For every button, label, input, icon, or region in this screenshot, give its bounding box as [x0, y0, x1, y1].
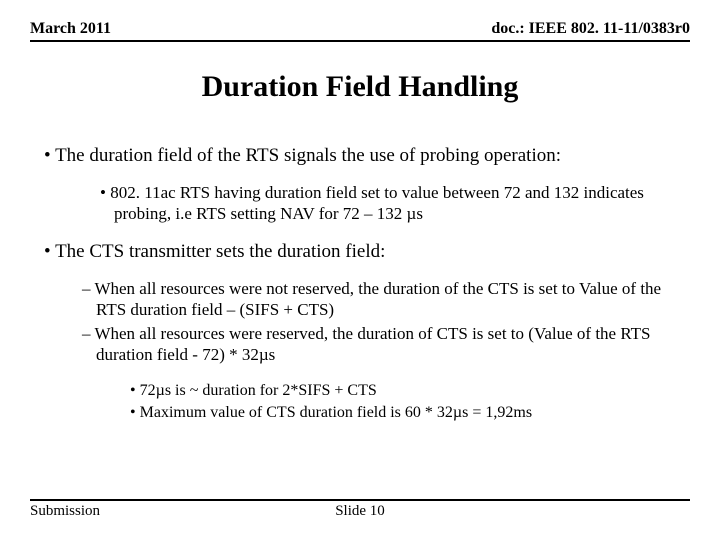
sub-dash-item: When all resources were not reserved, th…	[82, 278, 690, 321]
footer-bar: Submission Slide 10	[30, 499, 690, 520]
footer-slide-number: Slide 10	[30, 503, 690, 520]
sub-sub-bullet-item: 72µs is ~ duration for 2*SIFS + CTS	[130, 381, 690, 401]
header-date: March 2011	[30, 20, 111, 38]
sub-bullet-item: 802. 11ac RTS having duration field set …	[100, 182, 690, 225]
sub-dash-item: When all resources were reserved, the du…	[82, 323, 690, 366]
bullet-item: The duration field of the RTS signals th…	[44, 144, 690, 168]
slide-title: Duration Field Handling	[30, 70, 690, 104]
bullet-item: The CTS transmitter sets the duration fi…	[44, 240, 690, 264]
header-bar: March 2011 doc.: IEEE 802. 11-11/0383r0	[30, 20, 690, 42]
slide-content: The duration field of the RTS signals th…	[30, 144, 690, 423]
header-doc-id: doc.: IEEE 802. 11-11/0383r0	[491, 20, 690, 38]
footer-submission: Submission	[30, 503, 100, 520]
sub-sub-bullet-item: Maximum value of CTS duration field is 6…	[130, 403, 690, 423]
